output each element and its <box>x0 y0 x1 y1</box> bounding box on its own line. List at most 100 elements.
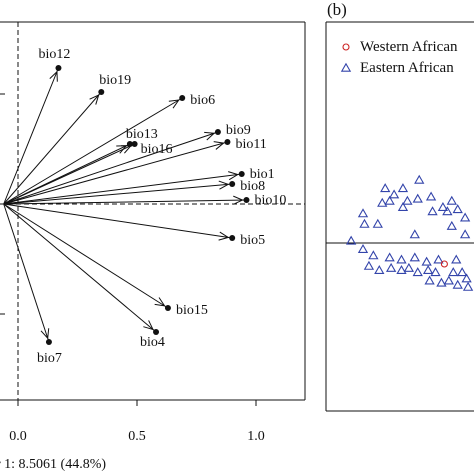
panel-a-vectors <box>3 65 250 345</box>
vector-bio7 <box>3 203 50 343</box>
vector-bio5 <box>3 203 233 239</box>
vector-tip-bio19 <box>98 89 105 95</box>
eastern-african-point <box>384 195 395 205</box>
panel-a-reference-lines <box>0 22 305 400</box>
eastern-african-point <box>403 262 415 272</box>
vector-bio4 <box>3 203 157 333</box>
legend-label: Western African <box>360 39 458 55</box>
arrowhead-bio19 <box>89 94 100 105</box>
eastern-african-point <box>422 264 434 275</box>
vector-label-bio4: bio4 <box>140 335 165 350</box>
vector-label-bio10: bio10 <box>254 193 286 208</box>
vector-bio11 <box>3 141 228 205</box>
vector-tip-bio6 <box>179 95 186 101</box>
vector-label-bio1: bio1 <box>250 167 275 182</box>
vector-bio8 <box>3 183 233 205</box>
eastern-african-point <box>446 195 457 205</box>
eastern-african-point <box>388 189 400 199</box>
eastern-african-point <box>396 254 407 264</box>
x-tick-label: 1.0 <box>247 429 265 444</box>
eastern-african-point <box>409 229 420 239</box>
eastern-african-point <box>443 275 454 285</box>
vector-bio6 <box>3 97 183 205</box>
legend-label: Eastern African <box>360 60 454 76</box>
eastern-african-point <box>452 279 463 289</box>
arrowhead-bio10 <box>233 195 244 205</box>
vector-tip-bio8 <box>229 181 236 187</box>
eastern-african-point <box>409 252 420 262</box>
panel-a-vector-labels: bio12bio19bio6bio13bio16bio9bio11bio1bio… <box>37 47 286 366</box>
eastern-african-point <box>442 206 453 216</box>
vector-bio16 <box>3 143 135 205</box>
vector-label-bio12: bio12 <box>38 47 70 62</box>
vector-bio15 <box>3 203 169 309</box>
vector-label-bio7: bio7 <box>37 351 62 366</box>
eastern-african-point <box>357 208 369 218</box>
vector-label-bio19: bio19 <box>99 73 131 88</box>
eastern-african-point <box>452 204 463 214</box>
vector-label-bio11: bio11 <box>235 137 266 152</box>
vector-tip-bio1 <box>238 171 245 177</box>
vector-bio9 <box>3 131 219 205</box>
arrowhead-bio7 <box>40 328 50 340</box>
eastern-african-point <box>397 201 409 211</box>
eastern-african-point <box>396 264 407 275</box>
panel-b: (b) Western African Eastern African <box>325 0 474 412</box>
eastern-african-point <box>430 267 441 277</box>
eastern-african-point <box>446 220 457 230</box>
vector-label-bio8: bio8 <box>240 179 265 194</box>
vector-tip-bio15 <box>164 305 171 311</box>
eastern-african-point <box>427 206 438 216</box>
eastern-african-point <box>462 281 474 291</box>
arrowhead-bio9 <box>204 131 216 141</box>
eastern-african-point <box>385 262 397 272</box>
arrowhead-bio8 <box>218 180 230 190</box>
vector-tip-bio9 <box>214 129 221 135</box>
legend-marker-western <box>342 43 350 51</box>
arrowhead-bio16 <box>120 145 133 154</box>
eastern-african-point <box>346 235 357 245</box>
eastern-african-point <box>421 256 432 266</box>
arrowhead-bio5 <box>218 231 230 241</box>
vector-label-bio16: bio16 <box>141 142 173 157</box>
vector-tip-bio10 <box>243 197 250 203</box>
eastern-african-point <box>380 183 391 193</box>
arrowhead-bio6 <box>168 99 180 109</box>
eastern-african-point <box>433 254 444 264</box>
arrowhead-bio12 <box>49 70 58 82</box>
vector-tip-bio16 <box>131 141 138 147</box>
western-african-point <box>440 260 448 268</box>
vector-tip-bio11 <box>224 139 231 145</box>
eastern-african-point <box>368 250 379 260</box>
eastern-african-point <box>412 267 423 277</box>
arrowhead-bio11 <box>213 141 225 150</box>
arrowhead-bio15 <box>154 297 166 307</box>
eastern-african-point <box>384 252 395 262</box>
eastern-african-point <box>459 229 471 239</box>
eastern-african-point <box>436 277 447 287</box>
vector-label-bio15: bio15 <box>176 303 208 318</box>
eastern-african-point <box>359 218 370 228</box>
legend-marker-eastern <box>340 62 352 72</box>
vector-label-bio6: bio6 <box>190 93 215 108</box>
eastern-african-point <box>457 267 468 277</box>
vector-label-bio5: bio5 <box>240 233 265 248</box>
vector-tip-bio4 <box>153 329 160 335</box>
eastern-african-point <box>397 183 409 193</box>
eastern-african-point <box>459 212 471 222</box>
eastern-african-point <box>412 193 423 203</box>
vector-label-bio13: bio13 <box>126 127 158 142</box>
eastern-african-point <box>402 195 413 205</box>
legend: Western African Eastern African <box>340 39 458 76</box>
arrowhead-bio4 <box>143 320 154 331</box>
eastern-african-point <box>448 267 459 277</box>
vector-tip-bio12 <box>55 65 62 71</box>
x-tick-label: 0.5 <box>128 429 146 444</box>
vector-bio12 <box>3 67 59 205</box>
vector-bio1 <box>3 173 242 205</box>
vector-bio19 <box>3 91 102 205</box>
eastern-african-point <box>425 191 437 201</box>
panel-b-points <box>346 174 474 291</box>
eastern-african-point <box>414 174 425 184</box>
